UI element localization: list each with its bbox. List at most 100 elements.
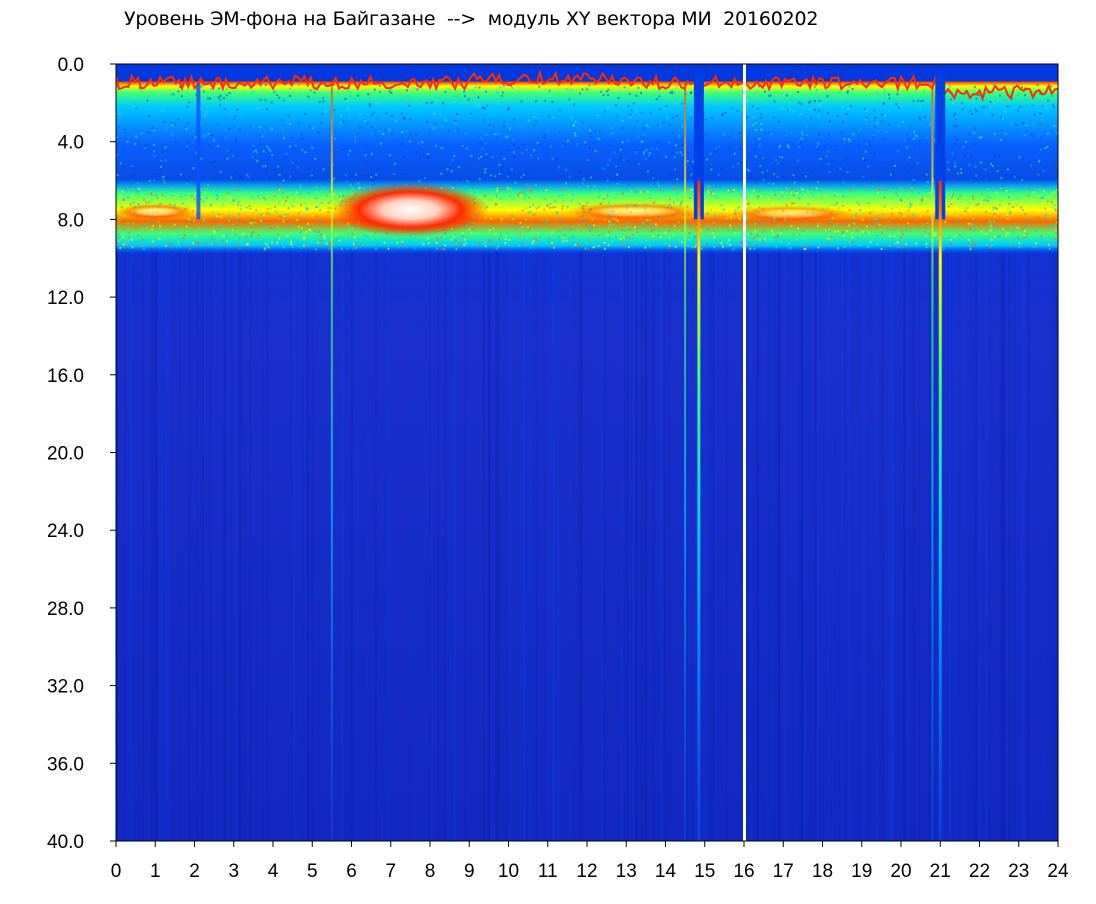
- band-speck: [871, 214, 874, 217]
- noise-speck: [341, 148, 344, 151]
- band-speck: [757, 195, 760, 198]
- band-speck: [591, 218, 594, 221]
- noise-speck: [454, 101, 457, 104]
- noise-speck: [754, 129, 757, 132]
- band-speck: [519, 232, 522, 235]
- noise-speck: [869, 143, 872, 146]
- band-speck: [922, 224, 925, 227]
- noise-speck: [565, 88, 568, 91]
- noise-speck: [368, 103, 371, 106]
- noise-speck: [799, 113, 802, 116]
- noise-speck: [372, 119, 375, 122]
- band-speck: [804, 247, 807, 250]
- band-speck: [172, 196, 175, 199]
- band-speck: [126, 222, 129, 225]
- noise-speck: [291, 161, 294, 164]
- noise-speck: [760, 100, 763, 103]
- noise-speck: [792, 110, 795, 113]
- noise-speck: [603, 110, 606, 113]
- x-tick-label: 22: [969, 861, 990, 882]
- texture-line: [885, 238, 888, 841]
- noise-speck: [622, 158, 625, 161]
- noise-speck: [1001, 117, 1004, 120]
- band-speck: [360, 243, 363, 246]
- noise-speck: [486, 157, 489, 160]
- noise-speck: [1038, 123, 1041, 126]
- noise-speck: [200, 85, 203, 88]
- noise-speck: [991, 165, 994, 168]
- band-speck: [793, 202, 796, 205]
- noise-speck: [289, 175, 292, 178]
- noise-speck: [758, 137, 761, 140]
- band-speck: [592, 221, 595, 224]
- noise-speck: [185, 145, 188, 148]
- band-speck: [915, 242, 918, 245]
- band-speck: [963, 213, 966, 216]
- noise-speck: [1000, 116, 1003, 119]
- band-speck: [299, 246, 302, 249]
- band-speck: [237, 218, 240, 221]
- band-speck: [600, 192, 603, 195]
- noise-speck: [264, 165, 267, 168]
- band-speck: [352, 243, 355, 246]
- band-speck: [959, 217, 962, 220]
- band-speck: [971, 241, 974, 244]
- noise-speck: [512, 138, 515, 141]
- noise-speck: [815, 145, 818, 148]
- noise-speck: [671, 151, 674, 154]
- band-speck: [780, 195, 783, 198]
- noise-speck: [1006, 105, 1009, 108]
- noise-speck: [287, 114, 290, 117]
- band-speck: [869, 211, 872, 214]
- noise-speck: [848, 140, 851, 143]
- noise-speck: [574, 120, 577, 123]
- noise-speck: [388, 90, 391, 93]
- band-speck: [752, 189, 755, 192]
- band-speck: [138, 187, 141, 190]
- noise-speck: [148, 114, 151, 117]
- band-speck: [988, 212, 991, 215]
- texture-line: [758, 238, 761, 841]
- band-speck: [883, 205, 886, 208]
- band-speck: [417, 239, 420, 242]
- band-speck: [893, 228, 896, 231]
- band-speck: [949, 242, 952, 245]
- noise-speck: [815, 152, 818, 155]
- noise-speck: [642, 133, 645, 136]
- band-speck: [805, 192, 808, 195]
- band-speck: [659, 189, 662, 192]
- texture-line: [158, 238, 161, 841]
- noise-speck: [947, 168, 950, 171]
- band-speck: [129, 203, 132, 206]
- band-speck: [577, 242, 580, 245]
- band-speck: [680, 200, 683, 203]
- noise-speck: [590, 135, 593, 138]
- noise-speck: [332, 84, 335, 87]
- noise-speck: [537, 117, 540, 120]
- noise-speck: [185, 127, 188, 130]
- noise-speck: [226, 119, 229, 122]
- noise-speck: [772, 116, 775, 119]
- band-speck: [212, 216, 215, 219]
- noise-speck: [311, 127, 314, 130]
- band-speck: [117, 220, 120, 223]
- band-speck: [873, 220, 876, 223]
- noise-speck: [620, 156, 623, 159]
- band-speck: [770, 239, 773, 242]
- noise-speck: [918, 140, 921, 143]
- noise-speck: [561, 152, 564, 155]
- noise-speck: [186, 122, 189, 125]
- noise-speck: [1049, 95, 1052, 98]
- noise-speck: [212, 139, 215, 142]
- noise-speck: [553, 134, 556, 137]
- band-speck: [628, 237, 631, 240]
- noise-speck: [586, 159, 589, 162]
- noise-speck: [916, 91, 919, 94]
- band-speck: [893, 235, 896, 238]
- texture-line: [946, 238, 949, 841]
- band-speck: [1012, 231, 1015, 234]
- noise-speck: [347, 90, 350, 93]
- band-speck: [297, 205, 300, 208]
- noise-speck: [159, 172, 162, 175]
- band-speck: [150, 192, 153, 195]
